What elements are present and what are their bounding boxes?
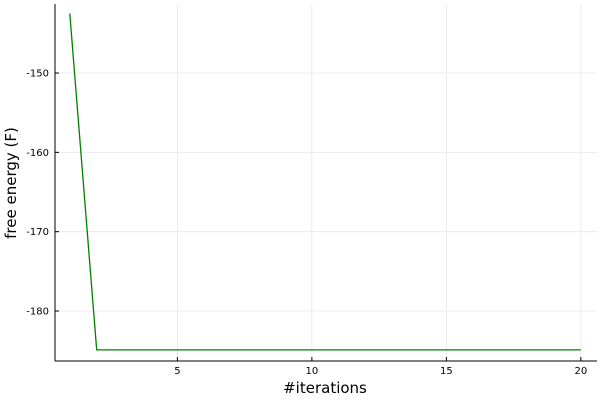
x-tick-label-15: 15 bbox=[440, 366, 453, 377]
grid-lines bbox=[55, 4, 597, 361]
x-axis-label: #iterations bbox=[283, 379, 367, 397]
axis-ticks: 5 10 15 20 -180 -170 -160 -150 bbox=[26, 69, 587, 377]
y-tick-label--160: -160 bbox=[26, 148, 49, 159]
y-tick-label--150: -150 bbox=[26, 69, 49, 80]
series-line-1 bbox=[69, 13, 581, 351]
y-tick-label--180: -180 bbox=[26, 307, 49, 318]
axes bbox=[54, 4, 597, 362]
y-tick-label--170: -170 bbox=[26, 227, 49, 238]
x-tick-label-10: 10 bbox=[306, 366, 319, 377]
x-tick-label-20: 20 bbox=[574, 366, 587, 377]
x-tick-label-5: 5 bbox=[174, 366, 180, 377]
series-lines bbox=[69, 13, 581, 351]
y-axis-label: free energy (F) bbox=[2, 127, 20, 239]
